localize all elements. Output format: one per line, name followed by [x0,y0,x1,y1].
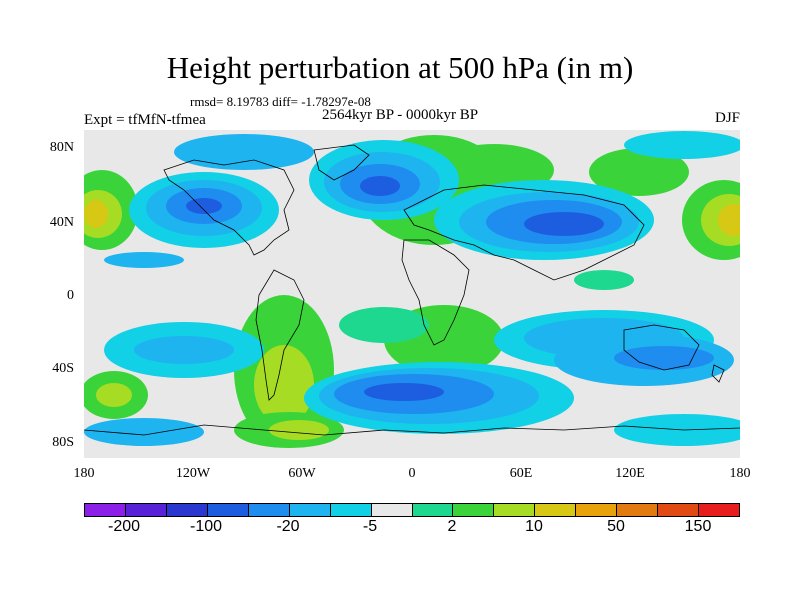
colorbar-swatch [576,504,618,516]
stats-label: rmsd= 8.19783 diff= -1.78297e-08 [190,94,371,109]
coastlines [84,144,740,436]
colorbar-swatch [699,504,739,516]
colorbar-label: -20 [276,518,300,535]
colorbar [84,503,740,517]
lon-label-60w: 60W [288,466,316,481]
colorbar-swatch [617,504,659,516]
colorbar-label: 10 [525,518,543,535]
plot-title: Height perturbation at 500 hPa (in m) [166,50,634,85]
lon-label-0: 0 [408,466,416,481]
lon-label-60e: 60E [509,466,533,481]
lat-label-80s: 80S [52,435,74,450]
season-label: DJF [714,110,740,126]
colorbar-swatch [330,504,372,516]
colorbar-label: 150 [684,518,712,535]
lon-label-180e: 180 [729,466,751,481]
colorbar-swatch [207,504,249,516]
colorbar-label: 50 [607,518,625,535]
colorbar-swatch [658,504,700,516]
colorbar-swatch [371,504,413,516]
lon-label-180w: 180 [73,466,95,481]
lat-label-40n: 40N [49,215,74,230]
colorbar-label: -100 [189,518,223,535]
period-label: 2564kyr BP - 0000kyr BP [322,107,479,123]
colorbar-label: -200 [107,518,141,535]
colorbar-swatch [494,504,536,516]
colorbar-swatch [412,504,454,516]
colorbar-label: -5 [362,518,378,535]
colorbar-swatch [125,504,167,516]
colorbar-swatch [453,504,495,516]
lat-label-0: 0 [67,288,74,303]
lon-label-120w: 120W [175,466,211,481]
lon-label-120e: 120E [615,466,645,481]
colorbar-swatch [289,504,331,516]
colorbar-label: 2 [447,518,457,535]
colorbar-swatch [535,504,577,516]
lat-label-40s: 40S [52,361,74,376]
colorbar-swatch [166,504,208,516]
lat-label-80n: 80N [49,140,74,155]
colorbar-swatch [248,504,290,516]
experiment-label: Expt = tfMfN-tfmea [84,112,206,128]
map-plot [84,130,740,458]
colorbar-swatch [85,504,126,516]
negative-anomaly-arctic [174,134,314,170]
